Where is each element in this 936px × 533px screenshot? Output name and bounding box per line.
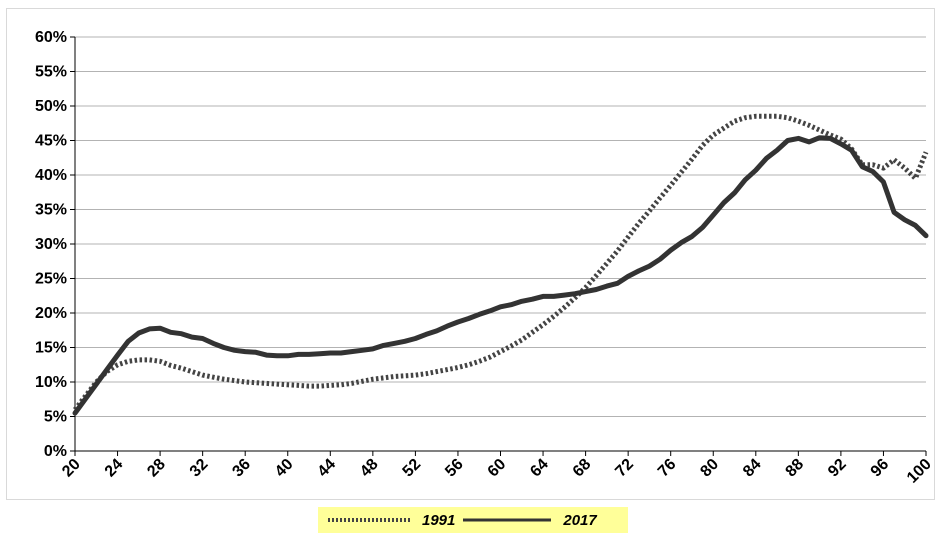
y-tick-label: 45% bbox=[35, 133, 67, 150]
gridlines bbox=[75, 36, 926, 417]
x-tick-label: 88 bbox=[783, 456, 808, 481]
x-tick-label: 24 bbox=[102, 456, 127, 481]
series-line-2017 bbox=[72, 135, 929, 416]
x-tick-label: 48 bbox=[357, 456, 382, 481]
x-tick-label: 100 bbox=[904, 456, 935, 487]
x-tick-label: 36 bbox=[229, 456, 254, 481]
x-tick-label: 60 bbox=[485, 456, 510, 481]
series-layer bbox=[72, 113, 929, 416]
y-tick-label: 60% bbox=[35, 29, 67, 46]
y-tick-label: 30% bbox=[35, 236, 67, 253]
y-tick-label: 15% bbox=[35, 340, 67, 357]
x-tick-label: 44 bbox=[315, 456, 340, 481]
x-tick-label: 56 bbox=[442, 456, 467, 481]
y-tick-label: 0% bbox=[44, 443, 67, 460]
x-tick-label: 52 bbox=[400, 456, 425, 481]
x-tick-label: 72 bbox=[612, 456, 637, 481]
x-tick-label: 28 bbox=[144, 456, 169, 481]
legend-swatch-2017 bbox=[463, 518, 552, 522]
series-line-1991 bbox=[73, 113, 929, 412]
y-tick-label: 35% bbox=[35, 202, 67, 219]
x-tick-label: 68 bbox=[570, 456, 595, 481]
legend-swatch-1991 bbox=[328, 518, 410, 522]
y-tick-label: 25% bbox=[35, 271, 67, 288]
y-tick-label: 50% bbox=[35, 98, 67, 115]
legend-label-1991: 1991 bbox=[422, 511, 456, 529]
legend-label-2017: 2017 bbox=[563, 511, 597, 529]
x-tick-label: 40 bbox=[272, 456, 297, 481]
y-tick-label: 10% bbox=[35, 374, 67, 391]
y-tick-label: 5% bbox=[44, 409, 67, 426]
x-tick-label: 92 bbox=[825, 456, 850, 481]
x-axis-ticks: 20 24 28 32 36 40 44 48 52 56 60 64 68 72 76 80 84 88 92 96… bbox=[59, 456, 935, 487]
legend: 1991 2017 bbox=[318, 507, 628, 533]
x-tick-label: 64 bbox=[527, 456, 552, 481]
x-tick-label: 80 bbox=[697, 456, 722, 481]
y-tick-label: 40% bbox=[35, 167, 67, 184]
x-tick-label: 96 bbox=[868, 456, 893, 481]
y-axis-ticks: 0% 5% 10% 15% 20% 25% 30% 35% 40% 45% 50% 55% 60% bbox=[35, 29, 67, 460]
y-tick-label: 20% bbox=[35, 305, 67, 322]
x-tick-label: 32 bbox=[187, 456, 212, 481]
x-tick-label: 84 bbox=[740, 456, 765, 481]
axes bbox=[70, 36, 927, 456]
x-tick-label: 76 bbox=[655, 456, 680, 481]
y-tick-label: 55% bbox=[35, 64, 67, 81]
